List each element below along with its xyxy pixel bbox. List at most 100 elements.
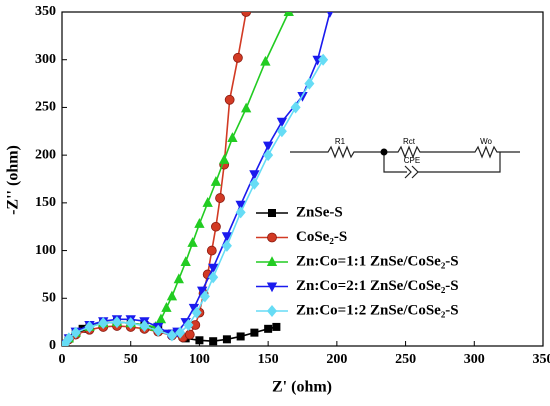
marker bbox=[250, 328, 259, 337]
series bbox=[62, 12, 252, 346]
circuit-inset: R1 Rct Wo CPE bbox=[290, 120, 525, 188]
circuit-label: Rct bbox=[403, 137, 416, 146]
marker bbox=[125, 317, 136, 330]
legend-label: Zn:Co=2:1 ZnSe/CoSe₂-S bbox=[296, 278, 459, 294]
marker bbox=[173, 273, 184, 284]
legend-label: ZnSe-S bbox=[296, 204, 343, 220]
circuit-wire bbox=[290, 145, 520, 159]
marker bbox=[187, 237, 198, 247]
marker bbox=[221, 232, 233, 243]
marker bbox=[233, 52, 243, 63]
y-tick-label: 150 bbox=[35, 195, 56, 210]
circuit-label: CPE bbox=[404, 156, 420, 165]
marker bbox=[161, 302, 172, 312]
marker bbox=[180, 256, 191, 267]
plot-frame bbox=[61, 11, 544, 347]
x-tick-label: 50 bbox=[124, 352, 138, 367]
y-tick-label: 300 bbox=[35, 52, 56, 67]
marker bbox=[208, 263, 219, 274]
marker bbox=[206, 245, 217, 256]
legend-label: CoSe₂-S bbox=[296, 229, 347, 245]
y-tick-label: 100 bbox=[35, 243, 56, 258]
x-tick-label: 150 bbox=[258, 352, 279, 367]
series bbox=[62, 53, 329, 346]
y-axis-label: -Z'' (ohm) bbox=[5, 145, 22, 215]
marker bbox=[194, 218, 205, 228]
marker bbox=[209, 337, 218, 346]
marker bbox=[155, 313, 167, 324]
marker bbox=[191, 306, 202, 319]
x-tick-label: 0 bbox=[59, 352, 66, 367]
series-line bbox=[64, 12, 247, 345]
marker bbox=[276, 117, 288, 128]
marker bbox=[236, 332, 245, 341]
x-axis-label: Z' (ohm) bbox=[272, 379, 332, 396]
marker bbox=[235, 206, 246, 219]
cpe-symbol bbox=[404, 165, 412, 179]
marker bbox=[326, 12, 334, 18]
marker bbox=[262, 141, 274, 152]
y-tick-label: 350 bbox=[35, 4, 56, 19]
cpe-return bbox=[418, 152, 501, 173]
marker bbox=[195, 336, 204, 345]
marker bbox=[267, 208, 276, 217]
x-tick-label: 250 bbox=[395, 352, 416, 367]
marker bbox=[219, 154, 230, 164]
marker bbox=[241, 12, 252, 17]
marker bbox=[175, 326, 186, 339]
marker bbox=[224, 94, 235, 105]
marker bbox=[290, 101, 301, 114]
x-tick-label: 350 bbox=[533, 352, 550, 367]
marker bbox=[63, 332, 74, 345]
marker bbox=[84, 320, 95, 333]
marker bbox=[263, 149, 274, 162]
marker bbox=[208, 271, 219, 284]
x-tick-label: 300 bbox=[464, 352, 485, 367]
x-tick-label: 100 bbox=[189, 352, 210, 367]
marker bbox=[221, 239, 232, 252]
y-tick-label: 250 bbox=[35, 100, 56, 115]
marker bbox=[111, 316, 122, 329]
x-tick-label: 200 bbox=[326, 352, 347, 367]
marker bbox=[210, 176, 222, 186]
legend-label: Zn:Co=1:1 ZnSe/CoSe₂-S bbox=[296, 253, 459, 269]
marker bbox=[266, 256, 278, 267]
marker bbox=[235, 200, 246, 211]
inset-box bbox=[290, 120, 525, 188]
marker bbox=[215, 193, 225, 203]
marker bbox=[222, 335, 231, 344]
marker bbox=[139, 319, 150, 332]
marker bbox=[153, 324, 164, 337]
marker bbox=[183, 318, 194, 332]
marker bbox=[266, 304, 278, 318]
marker bbox=[166, 329, 177, 342]
junction bbox=[380, 148, 388, 156]
marker bbox=[227, 132, 238, 142]
marker bbox=[260, 55, 271, 66]
legend-label: Zn:Co=1:2 ZnSe/CoSe₂-S bbox=[296, 302, 459, 318]
marker bbox=[211, 221, 221, 232]
marker bbox=[266, 282, 278, 293]
marker bbox=[283, 12, 294, 17]
marker bbox=[202, 197, 213, 207]
marker bbox=[184, 329, 195, 340]
marker bbox=[70, 326, 81, 339]
marker bbox=[249, 177, 260, 190]
marker bbox=[318, 53, 329, 66]
marker bbox=[98, 317, 109, 330]
marker bbox=[267, 232, 277, 243]
marker bbox=[272, 322, 281, 331]
marker bbox=[240, 102, 252, 113]
marker bbox=[304, 77, 315, 90]
marker bbox=[264, 324, 273, 333]
series-line bbox=[64, 59, 324, 345]
circuit-label: Wo bbox=[480, 137, 492, 146]
marker bbox=[199, 290, 210, 303]
y-tick-label: 50 bbox=[42, 291, 56, 306]
cpe-wire bbox=[383, 152, 407, 173]
legend: ZnSe-S CoSe₂-S Zn:Co=1:1 ZnSe/CoSe₂-S Zn:Co… bbox=[256, 204, 459, 318]
marker bbox=[276, 125, 287, 138]
circuit-label: R1 bbox=[335, 137, 346, 146]
cpe-symbol bbox=[411, 165, 419, 179]
